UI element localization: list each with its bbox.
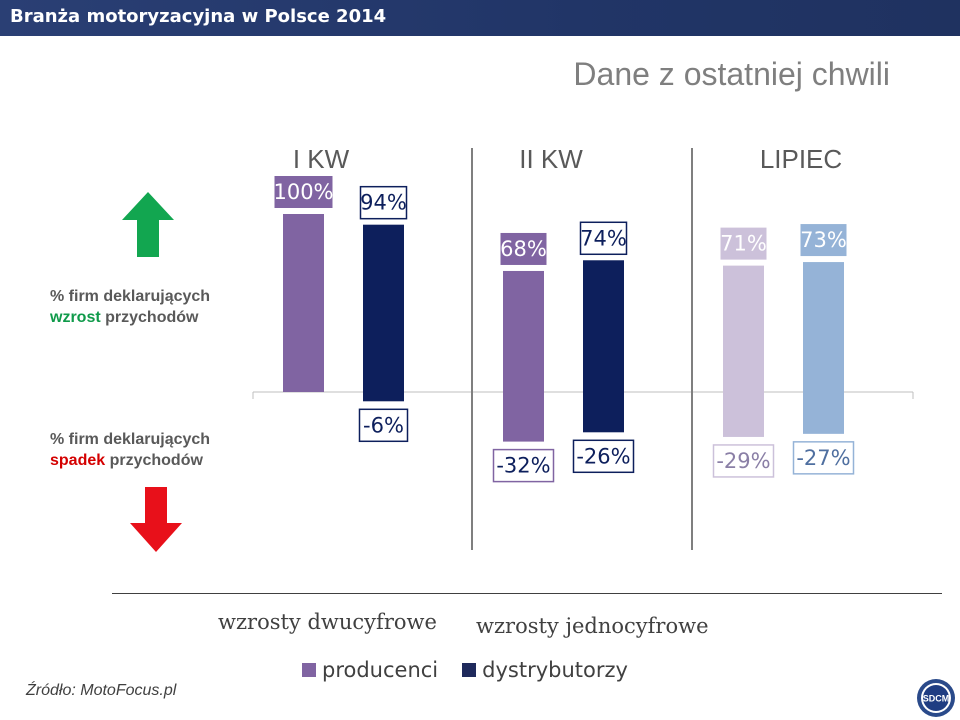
- arrow-up-icon: [122, 192, 174, 257]
- label-decrease-line1: % firm deklarujących: [50, 431, 211, 448]
- bar-up: [803, 262, 844, 392]
- data-label-box: [358, 408, 409, 443]
- label-increase-accent: wzrost: [50, 309, 101, 326]
- label-decrease: % firm deklarujących spadek przychodów: [50, 429, 210, 471]
- caption-double-digit: wzrosty dwucyfrowe: [218, 610, 437, 634]
- data-label: 74%: [580, 226, 627, 250]
- header-bar: Branża motoryzacyjna w Polsce 2014: [0, 0, 960, 36]
- arrow-down-icon: [130, 487, 182, 552]
- bar-up: [583, 260, 624, 392]
- data-label-box: [572, 439, 635, 474]
- label-increase-line1: % firm deklarujących: [50, 288, 211, 305]
- caption-single-digit: wzrosty jednocyfrowe: [476, 614, 709, 638]
- data-label-box: [274, 176, 333, 208]
- legend-label-producenci: producenci: [322, 658, 439, 682]
- sdcm-logo: SDCM: [917, 679, 955, 717]
- category-label: I KW: [293, 144, 350, 174]
- subtitle: Dane z ostatniej chwili: [573, 56, 890, 92]
- bar-down: [723, 392, 764, 437]
- category-label: II KW: [519, 144, 583, 174]
- data-label: 94%: [360, 191, 407, 215]
- label-decrease-accent: spadek: [50, 452, 106, 469]
- bar-up: [363, 224, 404, 392]
- data-label: -32%: [496, 454, 550, 478]
- label-increase-rest: przychodów: [100, 309, 199, 326]
- bar-down: [363, 392, 404, 402]
- bottom-divider: [112, 593, 942, 594]
- legend-label-dystrybutorzy: dystrybutorzy: [482, 658, 628, 682]
- data-label-box: [492, 448, 555, 483]
- data-label: -29%: [716, 449, 770, 473]
- bar-down: [503, 392, 544, 442]
- svg-text:SDCM: SDCM: [923, 694, 950, 704]
- data-label-box: [800, 224, 847, 257]
- label-decrease-rest: przychodów: [105, 452, 203, 469]
- category-label: LIPIEC: [760, 144, 842, 174]
- chart-legend: producenci dystrybutorzy: [302, 657, 652, 683]
- data-label-box: [712, 444, 775, 478]
- data-label-box: [500, 232, 547, 265]
- label-increase: % firm deklarujących wzrost przychodów: [50, 286, 210, 328]
- data-label: 100%: [273, 180, 333, 204]
- data-label: -26%: [576, 444, 630, 468]
- legend-item-producenci: producenci: [302, 658, 438, 682]
- bar-up: [723, 265, 764, 392]
- bar-down: [803, 392, 844, 434]
- data-label: -6%: [363, 413, 404, 437]
- source-note: Źródło: MotoFocus.pl: [26, 682, 177, 699]
- bar-up: [283, 214, 324, 392]
- data-label-box: [792, 441, 855, 475]
- legend-item-dystrybutorzy: dystrybutorzy: [462, 658, 628, 682]
- legend-swatch-dystrybutorzy: [462, 663, 477, 677]
- page-title: Branża motoryzacyjna w Polsce 2014: [10, 6, 387, 27]
- data-label-box: [720, 227, 767, 260]
- data-label: 73%: [800, 228, 847, 252]
- data-label-box: [359, 185, 408, 220]
- bar-down: [583, 392, 624, 433]
- bar-up: [503, 270, 544, 392]
- data-label: -27%: [796, 446, 850, 470]
- legend-swatch-producenci: [302, 663, 316, 677]
- data-label-box: [579, 221, 628, 256]
- data-label: 71%: [720, 232, 767, 256]
- data-label: 68%: [500, 237, 547, 261]
